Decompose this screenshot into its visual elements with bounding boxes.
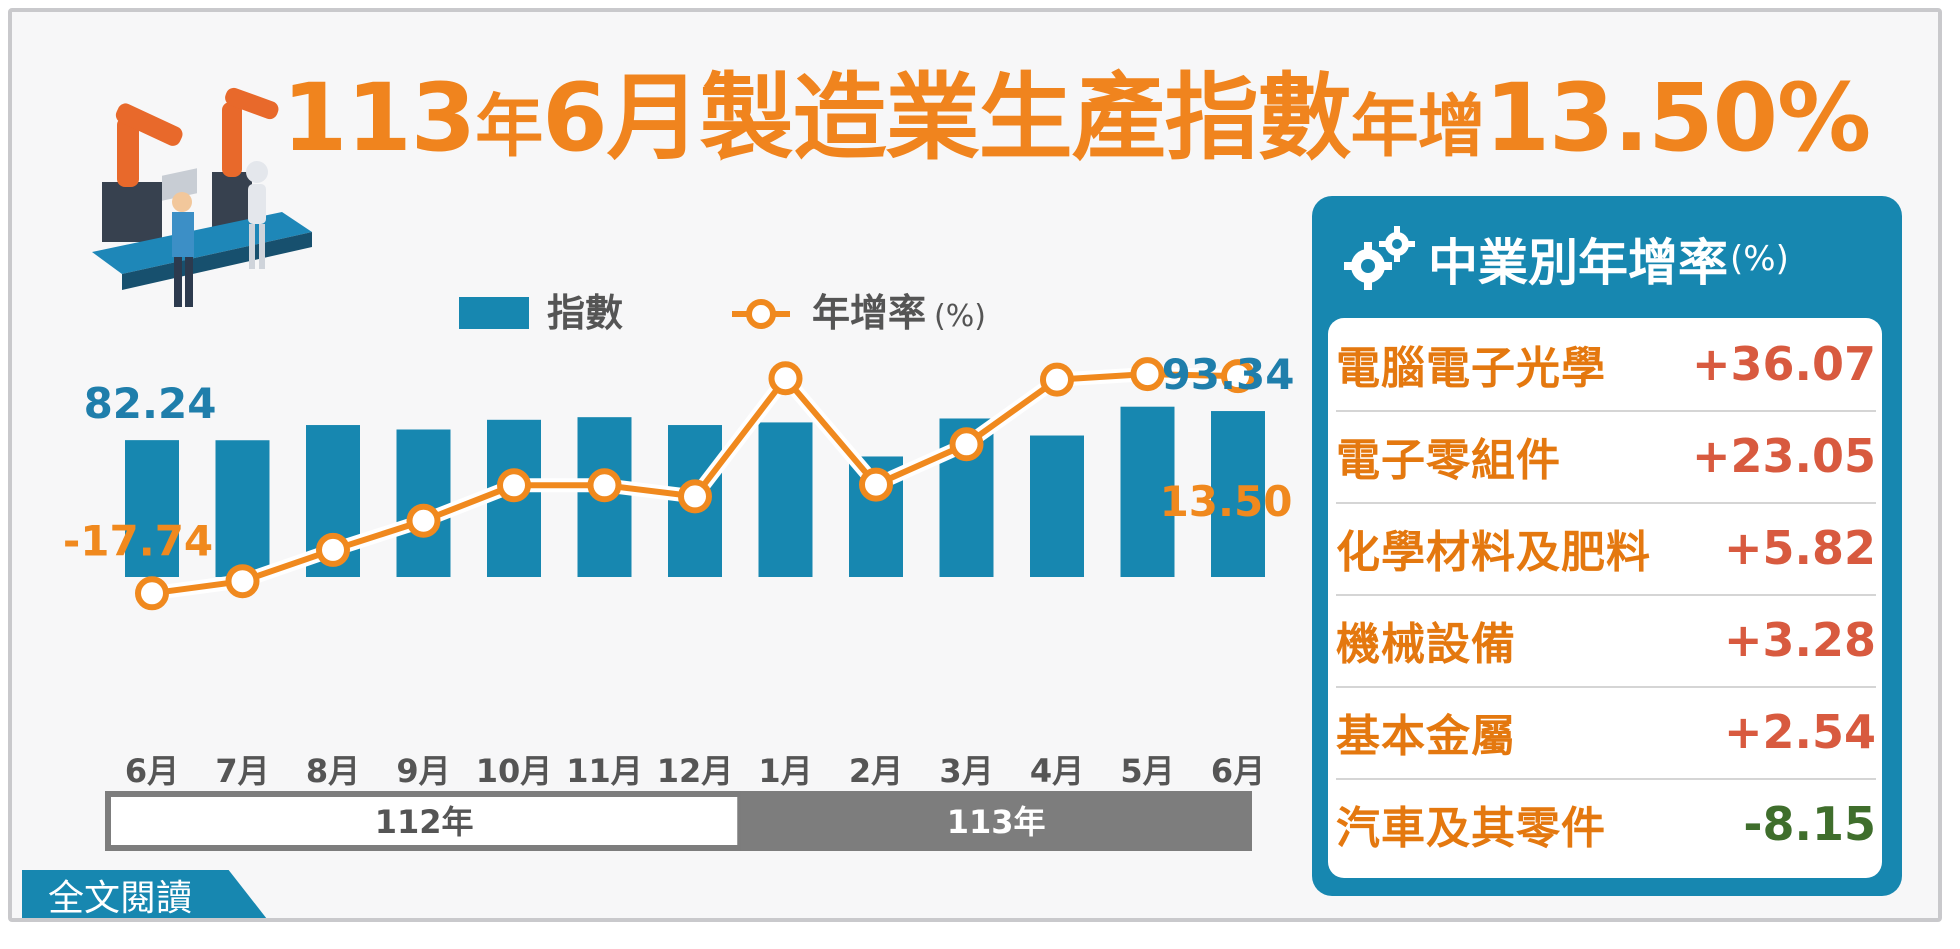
industry-growth-value: +5.82 — [1723, 521, 1876, 575]
year-band-113 — [740, 791, 1252, 851]
page-title: 113年6月製造業生產指數年增13.50% — [282, 64, 1871, 173]
industry-name: 化學材料及肥料 — [1336, 527, 1651, 578]
legend-index-label: 指數 — [547, 291, 623, 335]
value-labels: 82.24 93.34 -17.74 13.50 — [63, 350, 1295, 565]
industry-growth-panel: 中業別年增率 (%) 電腦電子光學 +36.07 電子零組件 +23.05 化學材料及肥料… — [1312, 196, 1902, 896]
x-tick-label: 7月 — [215, 752, 269, 790]
x-tick-label: 11月 — [566, 752, 643, 790]
growth-rate-point — [497, 468, 531, 503]
first-rate-label: -17.74 — [63, 516, 213, 565]
gears-icon — [1344, 226, 1415, 290]
x-tick-label: 3月 — [939, 752, 993, 790]
x-axis: 6月 7月 8月 9月 10月 11月 12月 1月 2月 3月 4月 5月 6月 — [125, 752, 1265, 790]
industry-row: 汽車及其零件 -8.15 — [1336, 778, 1876, 870]
growth-rate-point — [1040, 362, 1074, 397]
index-bar — [758, 422, 813, 577]
year-label-113: 113年 — [947, 803, 1046, 841]
growth-rate-line — [135, 357, 1255, 611]
index-bar — [215, 440, 270, 577]
growth-rate-point — [135, 576, 169, 611]
x-tick-label: 9月 — [396, 752, 450, 790]
index-bar — [1211, 411, 1265, 577]
industry-name: 汽車及其零件 — [1336, 803, 1606, 854]
growth-rate-point — [949, 427, 984, 462]
panel-title: 中業別年增率 — [1428, 234, 1728, 292]
year-band: 112年 113年 — [105, 791, 1252, 851]
growth-rate-point — [1130, 357, 1165, 392]
x-tick-label: 8月 — [306, 752, 360, 790]
x-tick-label: 4月 — [1030, 752, 1084, 790]
industry-growth-value: +2.54 — [1723, 705, 1876, 759]
growth-rate-point — [406, 503, 441, 538]
legend-bar-swatch — [459, 297, 529, 329]
industry-name: 電子零組件 — [1336, 435, 1561, 486]
x-tick-label: 6月 — [1211, 752, 1265, 790]
panel-unit: (%) — [1730, 239, 1789, 279]
growth-rate-point — [768, 361, 803, 396]
growth-rate-point — [678, 479, 712, 514]
growth-rate-point — [225, 564, 260, 599]
x-tick-label: 6月 — [125, 752, 179, 790]
x-tick-label: 10月 — [476, 752, 553, 790]
year-label-112: 112年 — [375, 803, 474, 841]
growth-rate-point — [316, 532, 350, 567]
industry-list: 電腦電子光學 +36.07 電子零組件 +23.05 化學材料及肥料 +5.82 機械設備 +… — [1328, 318, 1882, 878]
industry-growth-value: +36.07 — [1691, 337, 1876, 391]
first-index-label: 82.24 — [84, 379, 217, 428]
industry-growth-value: +3.28 — [1723, 613, 1876, 667]
industry-row: 電腦電子光學 +36.07 — [1336, 318, 1876, 412]
industry-row: 基本金屬 +2.54 — [1336, 686, 1876, 780]
industry-row: 電子零組件 +23.05 — [1336, 410, 1876, 504]
growth-rate-point — [1221, 359, 1255, 394]
index-bar — [396, 429, 451, 577]
index-bar — [1120, 406, 1175, 577]
industry-name: 機械設備 — [1336, 619, 1516, 670]
index-bar — [125, 440, 179, 577]
production-index-chart: 指數 年增率 (%) 82.24 93.34 -17.74 13.50 6月 7月 8月 9月… — [63, 291, 1295, 851]
panel-header: 中業別年增率 (%) — [1342, 224, 1789, 294]
chart-legend: 指數 年增率 (%) — [459, 291, 986, 335]
industry-row: 機械設備 +3.28 — [1336, 594, 1876, 688]
robot-arm-illustration — [92, 87, 312, 307]
industry-row: 化學材料及肥料 +5.82 — [1336, 502, 1876, 596]
x-tick-label: 5月 — [1120, 752, 1174, 790]
x-tick-label: 1月 — [758, 752, 812, 790]
infographic-card: 113年6月製造業生產指數年增13.50% 指數 年增率 (%) 82.24 93.… — [8, 8, 1942, 922]
legend-rate-label: 年增率 (%) — [812, 291, 986, 335]
read-full-text-button[interactable]: 全文閱讀 — [22, 870, 274, 918]
industry-growth-value: +23.05 — [1691, 429, 1876, 483]
industry-name: 電腦電子光學 — [1336, 343, 1606, 394]
growth-rate-point — [859, 467, 893, 502]
industry-name: 基本金屬 — [1336, 711, 1516, 762]
legend-line-marker — [746, 299, 776, 329]
growth-rate-point — [587, 468, 622, 503]
index-bar — [1030, 435, 1084, 577]
x-tick-label: 2月 — [849, 752, 903, 790]
x-tick-label: 12月 — [657, 752, 734, 790]
last-rate-label: 13.50 — [1160, 477, 1293, 526]
last-index-label: 93.34 — [1162, 350, 1295, 399]
industry-growth-value: -8.15 — [1743, 797, 1876, 851]
